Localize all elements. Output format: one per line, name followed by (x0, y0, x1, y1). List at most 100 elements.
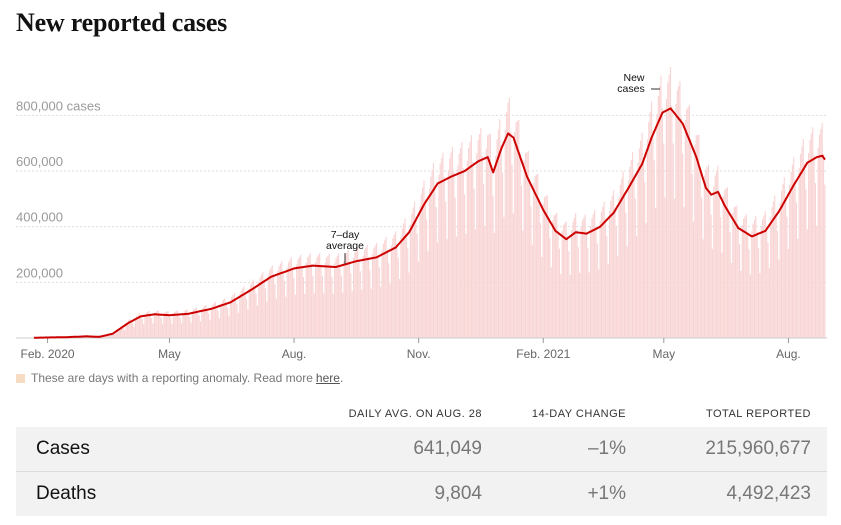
daily-bar (282, 271, 284, 338)
legend-text: These are days with a reporting anomaly.… (31, 371, 313, 385)
daily-bar (380, 286, 382, 338)
daily-bar (618, 196, 620, 338)
daily-bar (176, 310, 179, 338)
daily-bar (717, 165, 719, 338)
daily-bar (767, 242, 769, 338)
daily-bar (404, 218, 406, 338)
daily-bar (316, 257, 318, 338)
daily-bar (783, 177, 785, 338)
daily-bar (816, 225, 818, 338)
daily-bar (258, 282, 260, 338)
daily-bar (221, 301, 223, 338)
daily-bar (562, 225, 565, 338)
daily-bar (522, 230, 524, 338)
daily-bar (778, 259, 780, 338)
daily-bar (638, 148, 640, 338)
daily-bar (571, 230, 573, 338)
daily-bar (256, 305, 258, 338)
daily-bar (753, 219, 756, 338)
daily-bar (365, 247, 367, 338)
daily-bar (185, 310, 187, 338)
daily-bar (762, 219, 764, 338)
daily-bar (213, 303, 215, 338)
daily-bar (208, 313, 210, 338)
daily-bar (797, 238, 799, 338)
daily-bar (663, 143, 665, 338)
daily-bar (745, 214, 747, 338)
daily-bar (653, 160, 655, 338)
daily-bar (484, 226, 486, 338)
daily-bar (355, 249, 357, 338)
daily-bar (655, 207, 657, 338)
daily-bar (546, 195, 548, 338)
daily-bar (163, 313, 165, 338)
daily-bar (225, 303, 227, 338)
daily-bar (512, 213, 514, 338)
daily-bar (561, 230, 563, 338)
daily-bar (771, 207, 773, 338)
daily-bar (128, 320, 130, 338)
daily-bar (648, 122, 650, 338)
daily-bar (157, 310, 160, 338)
daily-bar (558, 248, 561, 338)
daily-bar (315, 262, 317, 338)
daily-bar (255, 293, 257, 338)
daily-bar (442, 152, 444, 338)
read-more-link[interactable]: here (315, 371, 340, 385)
daily-bar (155, 311, 157, 338)
daily-bar (676, 90, 678, 338)
daily-bar (263, 280, 265, 338)
cases-total: 215,960,677 (705, 438, 811, 459)
daily-bar (520, 185, 523, 338)
daily-bar (361, 289, 363, 338)
daily-bar (504, 129, 506, 338)
daily-bar (499, 119, 501, 338)
daily-bar (569, 274, 571, 338)
daily-bar (118, 327, 120, 338)
x-tick-label: Aug. (776, 347, 801, 361)
daily-bar (381, 250, 383, 338)
daily-bar (167, 310, 169, 338)
daily-bar (148, 311, 150, 338)
daily-bar (812, 127, 814, 338)
daily-bar (539, 223, 542, 338)
daily-bar (403, 223, 405, 338)
daily-bar (687, 106, 689, 338)
daily-bar (170, 318, 172, 338)
daily-bar (449, 157, 451, 338)
daily-bar (718, 191, 720, 338)
daily-bar (588, 272, 590, 338)
daily-bar (138, 313, 141, 338)
daily-bar (342, 292, 344, 338)
x-tick-label: Nov. (407, 347, 431, 361)
daily-bar (738, 244, 741, 338)
daily-bar (808, 153, 810, 338)
annotations: 7–day average New cases (326, 72, 660, 264)
daily-bar (399, 279, 401, 338)
row-label: Cases (36, 438, 90, 459)
daily-bar (122, 328, 124, 338)
daily-bar (115, 330, 118, 338)
daily-bar (608, 210, 611, 338)
y-tick-label: 200,000 (16, 265, 63, 280)
daily-bar (672, 143, 674, 338)
daily-bar (691, 173, 693, 338)
daily-bar (715, 170, 718, 338)
daily-bar (168, 314, 170, 338)
daily-bar (159, 314, 161, 338)
daily-bar (424, 199, 426, 338)
daily-bar (514, 131, 516, 338)
daily-bar (427, 251, 429, 338)
daily-bar (581, 220, 584, 338)
daily-bar (694, 144, 696, 338)
daily-bar (137, 314, 139, 338)
daily-bar (683, 207, 685, 338)
daily-bar (613, 190, 615, 338)
daily-bar (526, 152, 528, 338)
daily-bar (510, 131, 512, 338)
header-14-day-change: 14-day change (531, 408, 626, 420)
daily-bar (175, 311, 177, 338)
daily-bar (136, 316, 138, 338)
daily-bar (564, 223, 566, 338)
daily-bars (33, 67, 826, 339)
